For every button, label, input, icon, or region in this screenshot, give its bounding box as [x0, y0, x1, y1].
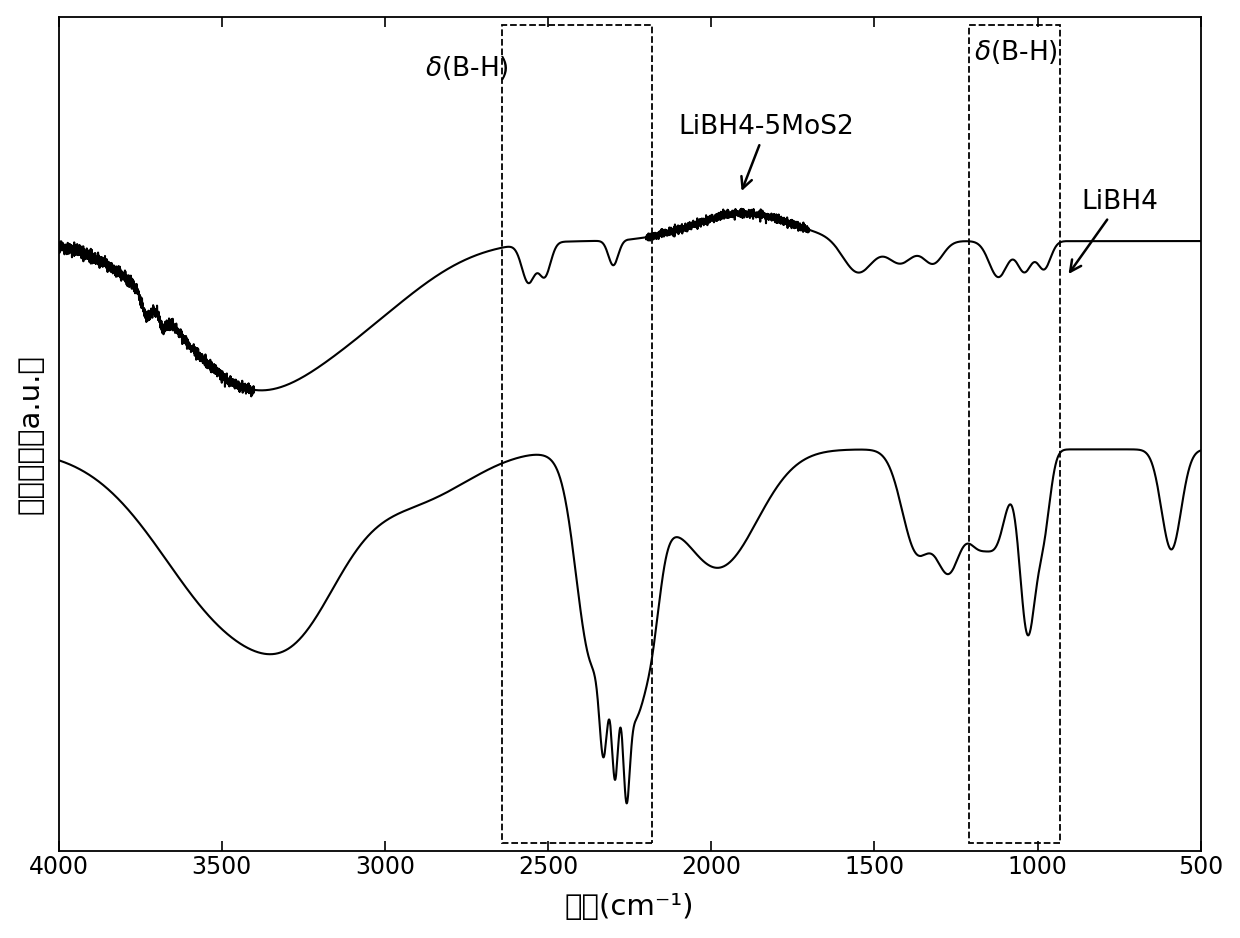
Text: $\delta$(B-H): $\delta$(B-H) — [424, 53, 508, 82]
Y-axis label: 吸收强度（a.u.）: 吸收强度（a.u.） — [16, 354, 45, 514]
Text: $\delta$(B-H): $\delta$(B-H) — [975, 38, 1058, 66]
Text: LiBH4-5MoS2: LiBH4-5MoS2 — [678, 113, 854, 189]
X-axis label: 波数(cm⁻¹): 波数(cm⁻¹) — [565, 893, 694, 921]
Text: LiBH4: LiBH4 — [1070, 189, 1158, 272]
